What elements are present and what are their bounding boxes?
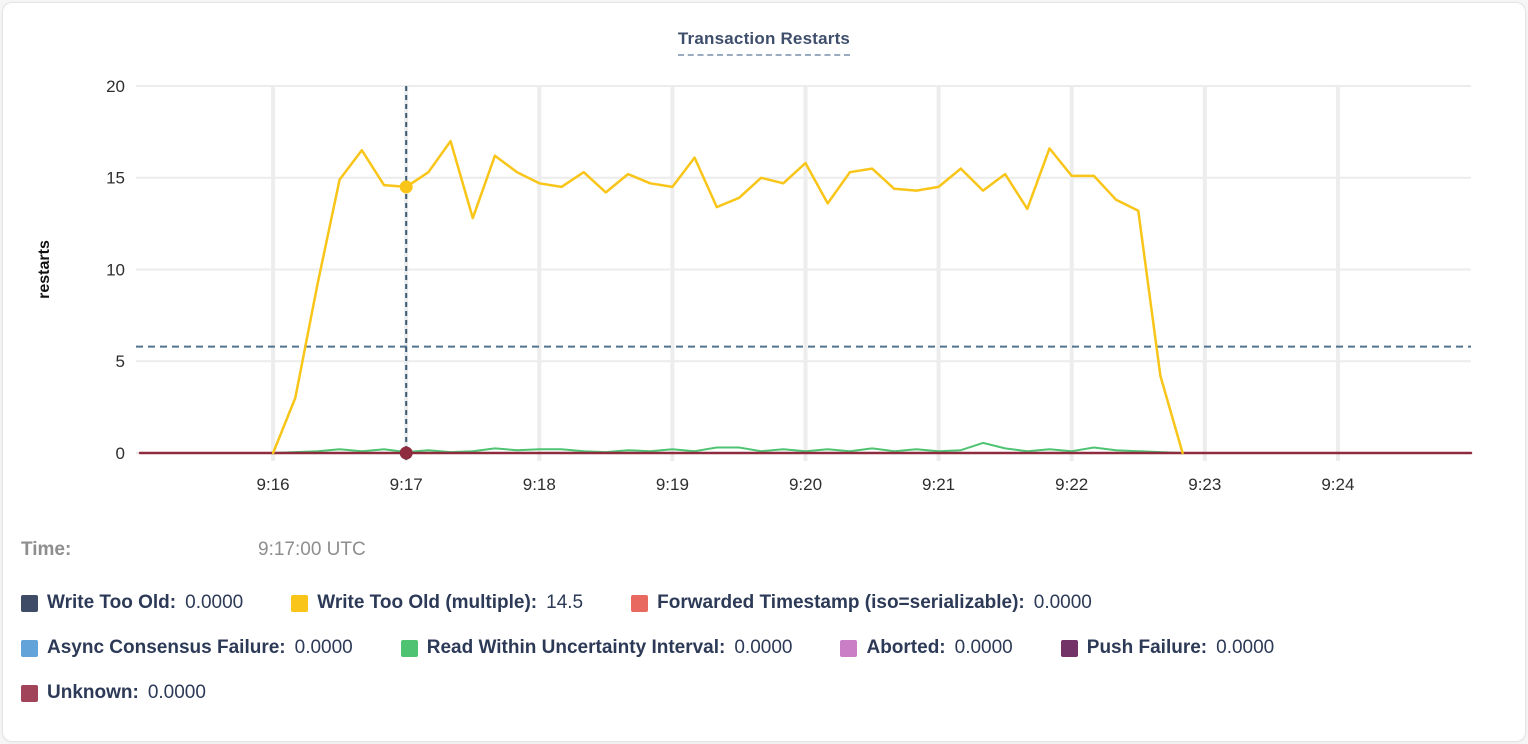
- time-label: Time:: [21, 539, 72, 560]
- legend-value: 0.0000: [294, 637, 353, 658]
- series-line-read-within-uncertainty-interval: [272, 441, 1184, 454]
- x-tick-label: 9:17: [390, 475, 423, 494]
- legend-item-write-too-old-multiple: Write Too Old (multiple): 14.5: [291, 592, 583, 614]
- legend-item-read-within-uncertainty-interval: Read Within Uncertainty Interval: 0.0000: [400, 637, 793, 659]
- legend-row: Write Too Old: 0.0000 Write Too Old (multi…: [21, 591, 1513, 615]
- legend-item-write-too-old: Write Too Old: 0.0000: [21, 592, 243, 614]
- time-value: 9:17:00 UTC: [258, 539, 366, 560]
- series-line-write-too-old-multiple: [271, 139, 1184, 455]
- y-tick-label: 5: [116, 352, 125, 371]
- legend-item-unknown: Unknown: 0.0000: [21, 682, 206, 704]
- y-axis-label: restarts: [36, 240, 53, 299]
- legend-label: Forwarded Timestamp (iso=serializable):: [657, 592, 1025, 613]
- legend-swatch: [631, 594, 649, 612]
- legend-label: Read Within Uncertainty Interval:: [426, 637, 726, 658]
- legend-label: Write Too Old (multiple):: [317, 592, 538, 613]
- chart-title[interactable]: Transaction Restarts: [677, 29, 851, 56]
- y-tick-label: 10: [106, 260, 125, 279]
- legend-swatch: [21, 594, 38, 612]
- legend-value: 0.0000: [954, 637, 1013, 658]
- legend-label: Aborted:: [866, 637, 946, 658]
- x-tick-label: 9:19: [656, 475, 689, 494]
- legend-item-async-consensus-failure: Async Consensus Failure: 0.0000: [21, 637, 353, 659]
- legend-value: 0.0000: [147, 682, 206, 703]
- y-tick-label: 15: [106, 169, 125, 188]
- legend-value: 0.0000: [185, 592, 244, 613]
- legend-swatch: [400, 639, 418, 657]
- legend-swatch: [291, 594, 309, 612]
- legend-swatch: [1060, 639, 1078, 657]
- legend-item-aborted: Aborted: 0.0000: [840, 637, 1013, 659]
- x-tick-label: 9:20: [789, 475, 822, 494]
- hover-point-write-too-old-multiple: [399, 180, 413, 194]
- x-tick-label: 9:24: [1321, 475, 1354, 494]
- chart-header: Transaction Restarts: [3, 29, 1525, 56]
- chart-legend: Write Too Old: 0.0000 Write Too Old (multi…: [21, 591, 1513, 726]
- legend-swatch: [21, 639, 38, 657]
- x-tick-label: 9:22: [1055, 475, 1088, 494]
- x-tick-label: 9:23: [1188, 475, 1221, 494]
- hover-tooltip-time-row: Time: 9:17:00 UTC: [3, 539, 1525, 565]
- legend-item-forwarded-timestamp-iso-serializable: Forwarded Timestamp (iso=serializable): 0…: [631, 592, 1092, 614]
- legend-row: Async Consensus Failure: 0.0000 Read Withi…: [21, 636, 1513, 660]
- x-tick-label: 9:18: [523, 475, 556, 494]
- transaction-restarts-chart[interactable]: 0 5 10 15 20 9:16 9:17 9:18 9:19 9:20 9:21 9:22 9:23…: [3, 3, 1525, 513]
- legend-swatch: [840, 639, 858, 657]
- legend-label: Async Consensus Failure:: [47, 637, 286, 658]
- x-tick-label: 9:21: [922, 475, 955, 494]
- legend-value: 14.5: [546, 592, 584, 613]
- legend-swatch: [21, 684, 38, 702]
- legend-row: Unknown: 0.0000: [21, 681, 1513, 705]
- legend-value: 0.0000: [1033, 592, 1092, 613]
- legend-value: 0.0000: [1216, 637, 1275, 658]
- y-tick-label: 0: [116, 444, 125, 463]
- legend-label: Unknown:: [47, 682, 139, 703]
- legend-label: Write Too Old:: [47, 592, 177, 613]
- legend-label: Push Failure:: [1086, 637, 1208, 658]
- legend-item-push-failure: Push Failure: 0.0000: [1060, 637, 1275, 659]
- y-tick-label: 20: [106, 77, 125, 96]
- hover-point-unknown: [399, 446, 413, 460]
- x-tick-label: 9:16: [257, 475, 290, 494]
- legend-value: 0.0000: [734, 637, 793, 658]
